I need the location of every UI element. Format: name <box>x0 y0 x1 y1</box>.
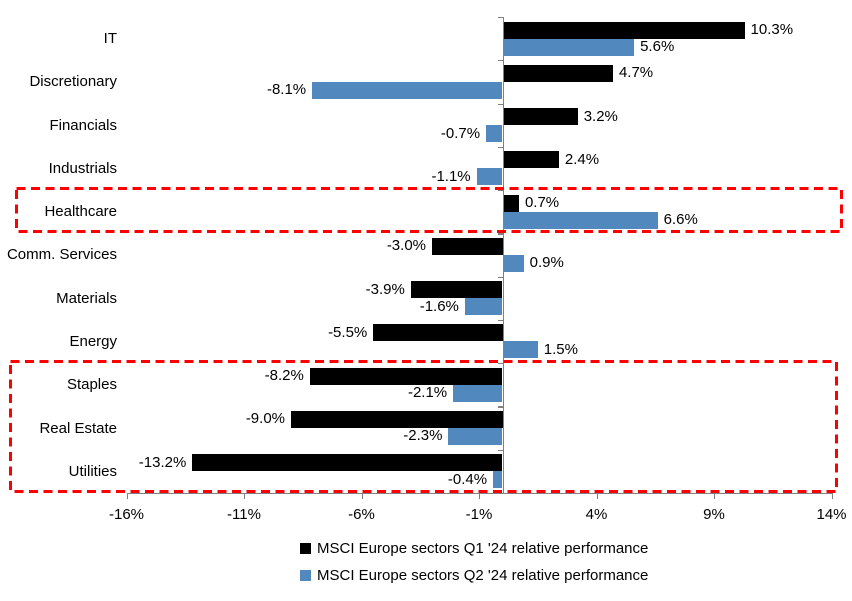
x-tick-label: -11% <box>227 506 261 523</box>
q1-bar-it <box>502 21 745 39</box>
q2-bar-energy <box>502 341 538 359</box>
q2-bar-healthcare <box>502 211 658 229</box>
q1-bar-discretionary <box>502 64 613 82</box>
x-axis-tick <box>596 493 598 499</box>
q2-bar-discretionary <box>312 81 503 99</box>
q2-bar-comm-services <box>502 254 524 272</box>
category-label: Staples <box>66 376 117 394</box>
value-label: -8.1% <box>266 81 307 99</box>
value-label: 10.3% <box>750 21 794 38</box>
legend-item-q1: MSCI Europe sectors Q1 '24 relative perf… <box>300 539 648 558</box>
q1-bar-energy <box>373 324 503 342</box>
q1-bar-real-estate <box>291 410 503 428</box>
category-label: Industrials <box>48 159 117 177</box>
x-tick-label: -16% <box>108 506 145 523</box>
q1-series-label: MSCI Europe sectors Q1 '24 relative perf… <box>317 540 649 557</box>
q1-bar-financials <box>502 108 578 126</box>
x-tick-label: 4% <box>585 506 608 523</box>
x-axis-tick <box>831 493 833 499</box>
y-axis-tick <box>497 276 503 278</box>
category-label: Comm. Services <box>6 246 117 264</box>
category-label: Real Estate <box>39 419 117 437</box>
value-label: -3.9% <box>365 280 405 298</box>
value-label: 4.7% <box>618 64 654 82</box>
x-tick-label: 14% <box>816 506 847 523</box>
x-axis-tick <box>126 493 128 499</box>
q1-bar-utilities <box>192 454 503 472</box>
q1-bar-materials <box>410 281 503 299</box>
x-axis-tick <box>714 493 716 499</box>
y-axis-tick <box>497 363 503 365</box>
category-label: Healthcare <box>44 203 117 221</box>
y-axis-tick <box>497 233 503 235</box>
q1-bar-comm-services <box>432 237 503 255</box>
value-label: -3.0% <box>386 237 426 255</box>
q1-bar-healthcare <box>502 194 519 212</box>
q2-bar-utilities <box>493 471 503 489</box>
q2-series-label: MSCI Europe sectors Q2 '24 relative perf… <box>317 567 649 584</box>
q1-bar-industrials <box>502 151 559 169</box>
value-label: 0.9% <box>529 254 564 272</box>
y-axis-tick <box>497 60 503 62</box>
value-label: 5.6% <box>640 38 675 55</box>
q2-series-swatch <box>300 570 311 581</box>
x-tick-label: 9% <box>703 506 725 523</box>
legend: MSCI Europe sectors Q1 '24 relative perf… <box>300 539 648 585</box>
q2-bar-materials <box>464 298 503 316</box>
value-label: -5.5% <box>328 323 368 341</box>
x-axis-tick <box>479 493 481 499</box>
q2-bar-staples <box>453 384 503 402</box>
value-label: -0.7% <box>440 124 481 142</box>
value-label: -1.1% <box>431 167 471 185</box>
y-axis-tick <box>497 103 503 105</box>
x-axis-tick <box>361 493 363 499</box>
q2-bar-real-estate <box>448 427 503 445</box>
q2-bar-industrials <box>476 168 503 186</box>
category-label: Financials <box>49 116 117 134</box>
value-label: 2.4% <box>564 150 600 168</box>
value-label: -0.4% <box>447 470 488 488</box>
value-label: -13.2% <box>138 453 187 471</box>
q2-bar-it <box>502 38 635 56</box>
x-axis-tick <box>244 493 246 499</box>
y-axis-tick <box>497 146 503 148</box>
value-label: 0.7% <box>524 194 560 212</box>
highlight-box-healthcare <box>15 187 843 233</box>
category-label: IT <box>103 30 117 48</box>
q1-bar-staples <box>309 367 503 385</box>
value-label: -2.1% <box>407 384 448 402</box>
y-axis-tick <box>497 17 503 19</box>
value-label: 3.2% <box>583 107 618 125</box>
category-label: Energy <box>69 333 117 351</box>
value-label: -9.0% <box>245 410 285 428</box>
value-label: -2.3% <box>403 427 443 445</box>
category-label: Utilities <box>68 462 117 480</box>
value-label: -1.6% <box>419 297 459 315</box>
value-label: 6.6% <box>663 211 698 229</box>
y-axis-tick <box>497 319 503 322</box>
q1-series-swatch <box>300 543 311 554</box>
category-label: Discretionary <box>29 73 117 91</box>
value-label: 1.5% <box>543 340 578 358</box>
legend-item-q2: MSCI Europe sectors Q2 '24 relative perf… <box>300 566 648 585</box>
q2-bar-financials <box>486 125 503 143</box>
value-label: -8.2% <box>264 367 304 385</box>
y-axis-line <box>502 17 504 493</box>
x-tick-label: -6% <box>348 506 375 523</box>
x-tick-label: -1% <box>465 506 493 523</box>
y-axis-tick <box>497 406 503 408</box>
category-label: Materials <box>56 289 117 307</box>
y-axis-tick <box>497 449 503 451</box>
y-axis-tick <box>497 190 503 192</box>
